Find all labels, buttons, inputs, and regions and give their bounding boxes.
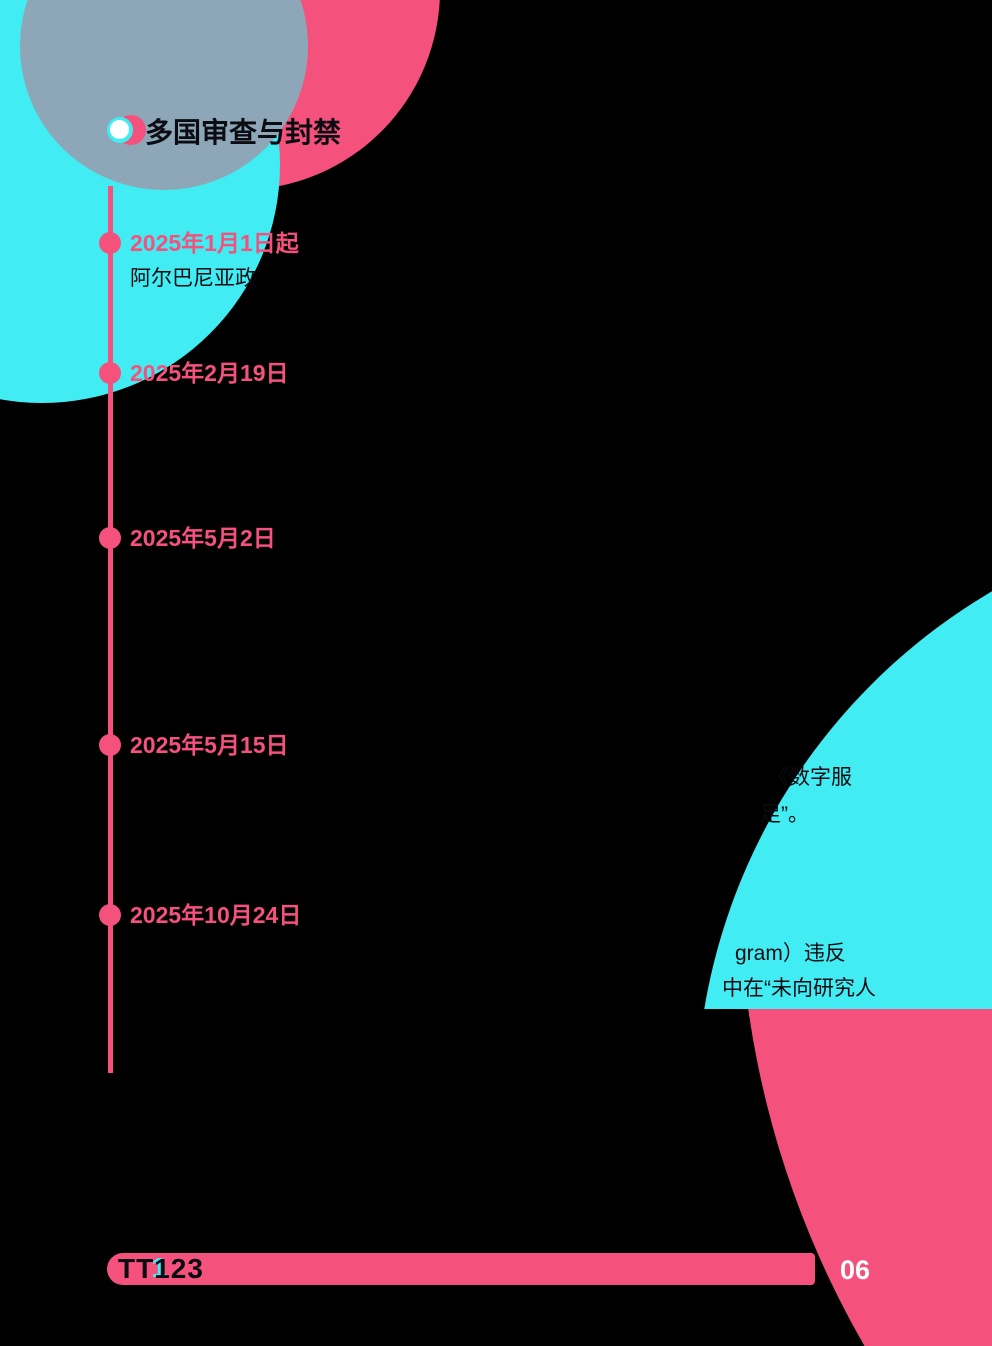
timeline-dot-2 bbox=[99, 362, 121, 384]
decor-circle-pink-bottom bbox=[739, 1009, 992, 1346]
page-title: 多国审查与封禁 bbox=[145, 117, 342, 148]
timeline-body-fragment-1a: 阿尔巴尼亚政 bbox=[130, 267, 256, 290]
timeline-dot-5 bbox=[99, 904, 121, 926]
decor-circle-cyan-right bbox=[696, 509, 992, 1009]
timeline-date-5: 2025年10月24日 bbox=[130, 902, 302, 928]
footer-brand-pre: TT bbox=[118, 1253, 155, 1284]
footer-bar bbox=[107, 1253, 815, 1285]
footer-brand-glitch-digit: 1 bbox=[154, 1253, 171, 1284]
timeline-dot-4 bbox=[99, 734, 121, 756]
timeline-date-3: 2025年5月2日 bbox=[130, 525, 276, 551]
footer-brand: TT123 bbox=[118, 1253, 204, 1285]
timeline-body-fragment-4a: 《数字服 bbox=[768, 766, 852, 789]
decor-right-band bbox=[696, 509, 992, 1009]
timeline-line bbox=[108, 186, 113, 1073]
timeline-body-fragment-5b: 中在“未向研究人 bbox=[722, 977, 876, 1000]
timeline-body-fragment-4b: 足”。 bbox=[760, 803, 809, 826]
timeline-date-2: 2025年2月19日 bbox=[130, 360, 289, 386]
timeline-date-1: 2025年1月1日起 bbox=[130, 230, 299, 256]
timeline-body-fragment-5a: gram）违反 bbox=[735, 942, 846, 965]
page-number: 06 bbox=[840, 1255, 871, 1285]
timeline-date-4: 2025年5月15日 bbox=[130, 732, 289, 758]
footer-brand-post: 23 bbox=[170, 1253, 204, 1284]
decor-bottom-band bbox=[0, 1009, 992, 1346]
title-bullet-white-icon bbox=[110, 120, 129, 139]
timeline-dot-1 bbox=[99, 232, 121, 254]
timeline-dot-3 bbox=[99, 527, 121, 549]
